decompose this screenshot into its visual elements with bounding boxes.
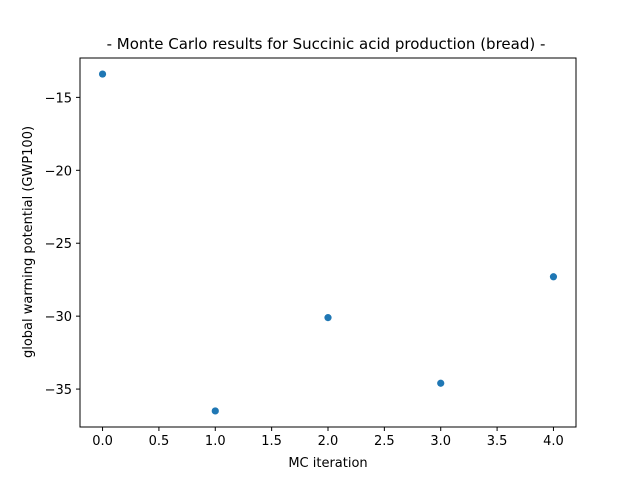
y-tick-label: −35 (45, 383, 72, 398)
data-point (211, 407, 219, 415)
y-axis: −15 −20 −25 −30 −35 (45, 91, 80, 398)
y-tick-label: −30 (45, 310, 72, 325)
data-point (98, 70, 107, 78)
x-tick-label: 1.0 (205, 434, 226, 449)
y-axis-label: global warming potential (GWP100) (21, 126, 36, 358)
x-tick-label: 0.0 (92, 434, 113, 449)
y-tick-label: −20 (45, 164, 72, 179)
data-point (437, 379, 445, 387)
data-points (98, 70, 558, 415)
plot-area (79, 57, 577, 428)
x-axis: 0.0 0.5 1.0 1.5 2.0 2.5 3.0 3.5 4.0 (92, 427, 564, 449)
x-axis-label: MC iteration (288, 456, 367, 471)
x-tick-label: 0.5 (149, 434, 170, 449)
y-tick-label: −25 (45, 237, 72, 252)
x-tick-label: 3.5 (487, 434, 508, 449)
x-tick-label: 2.5 (374, 434, 395, 449)
x-tick-label: 4.0 (543, 434, 564, 449)
y-tick-label: −15 (45, 91, 72, 106)
x-tick-label: 3.0 (430, 434, 451, 449)
data-point (324, 314, 332, 322)
x-tick-label: 2.0 (318, 434, 339, 449)
x-tick-label: 1.5 (261, 434, 282, 449)
data-point (549, 273, 558, 281)
chart-title: - Monte Carlo results for Succinic acid … (107, 35, 546, 53)
